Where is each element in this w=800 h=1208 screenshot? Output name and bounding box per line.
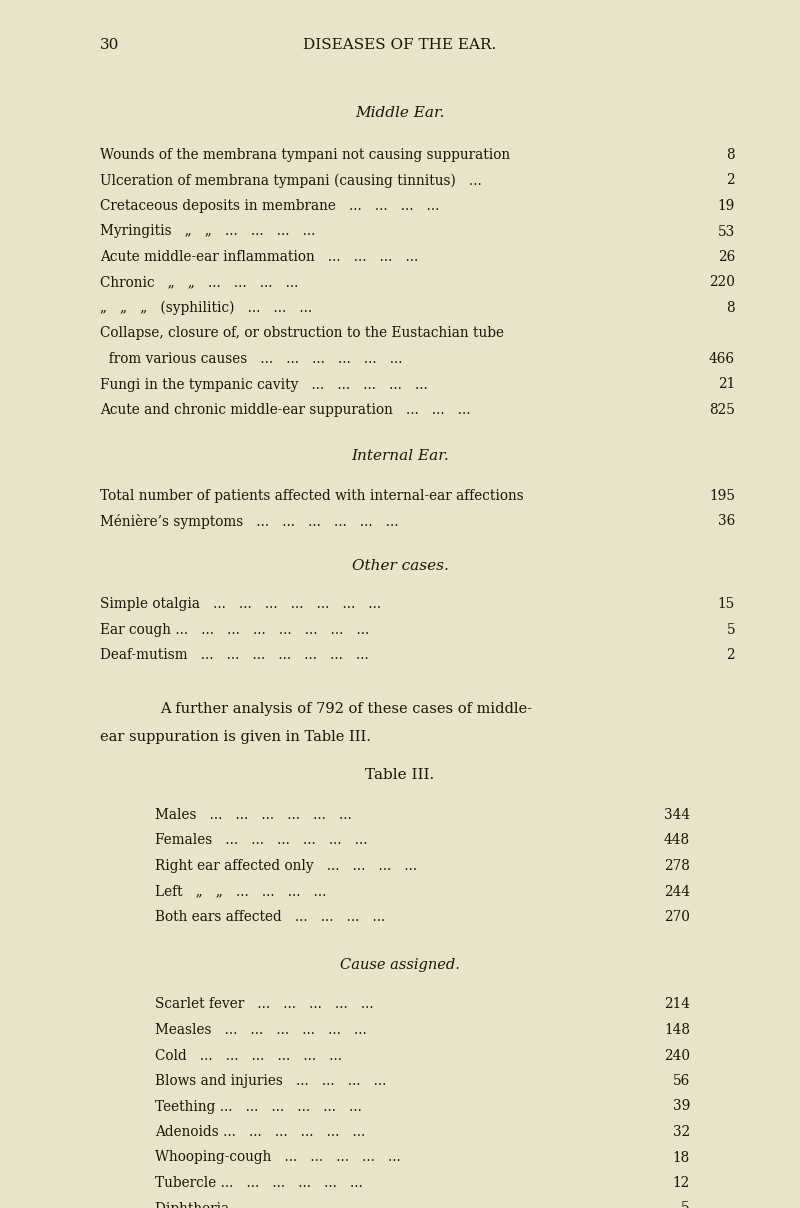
Text: Cold   ...   ...   ...   ...   ...   ...: Cold ... ... ... ... ... ... bbox=[155, 1049, 342, 1063]
Text: A further analysis of 792 of these cases of middle-: A further analysis of 792 of these cases… bbox=[160, 702, 532, 716]
Text: Whooping-cough   ...   ...   ...   ...   ...: Whooping-cough ... ... ... ... ... bbox=[155, 1150, 401, 1165]
Text: 214: 214 bbox=[664, 998, 690, 1011]
Text: Adenoids ...   ...   ...   ...   ...   ...: Adenoids ... ... ... ... ... ... bbox=[155, 1125, 366, 1139]
Text: 18: 18 bbox=[673, 1150, 690, 1165]
Text: Ménière’s symptoms   ...   ...   ...   ...   ...   ...: Ménière’s symptoms ... ... ... ... ... .… bbox=[100, 513, 398, 529]
Text: Right ear affected only   ...   ...   ...   ...: Right ear affected only ... ... ... ... bbox=[155, 859, 417, 873]
Text: 32: 32 bbox=[673, 1125, 690, 1139]
Text: 15: 15 bbox=[718, 598, 735, 611]
Text: Cretaceous deposits in membrane   ...   ...   ...   ...: Cretaceous deposits in membrane ... ... … bbox=[100, 199, 439, 213]
Text: 56: 56 bbox=[673, 1074, 690, 1088]
Text: „   „   „   (syphilitic)   ...   ...   ...: „ „ „ (syphilitic) ... ... ... bbox=[100, 301, 312, 315]
Text: Males   ...   ...   ...   ...   ...   ...: Males ... ... ... ... ... ... bbox=[155, 808, 352, 821]
Text: 344: 344 bbox=[664, 808, 690, 821]
Text: Cause assigned.: Cause assigned. bbox=[340, 958, 460, 971]
Text: Fungi in the tympanic cavity   ...   ...   ...   ...   ...: Fungi in the tympanic cavity ... ... ...… bbox=[100, 377, 428, 391]
Text: 148: 148 bbox=[664, 1023, 690, 1036]
Text: 26: 26 bbox=[718, 250, 735, 265]
Text: Total number of patients affected with internal-ear affections: Total number of patients affected with i… bbox=[100, 488, 524, 503]
Text: 270: 270 bbox=[664, 910, 690, 924]
Text: Diphtheria   ...   ...   ...   ...   ...: Diphtheria ... ... ... ... ... bbox=[155, 1202, 358, 1208]
Text: Teething ...   ...   ...   ...   ...   ...: Teething ... ... ... ... ... ... bbox=[155, 1099, 362, 1114]
Text: 8: 8 bbox=[726, 301, 735, 315]
Text: 2: 2 bbox=[726, 174, 735, 187]
Text: Other cases.: Other cases. bbox=[351, 559, 449, 574]
Text: Wounds of the membrana tympani not causing suppuration: Wounds of the membrana tympani not causi… bbox=[100, 149, 510, 162]
Text: 220: 220 bbox=[709, 275, 735, 290]
Text: Blows and injuries   ...   ...   ...   ...: Blows and injuries ... ... ... ... bbox=[155, 1074, 386, 1088]
Text: 448: 448 bbox=[664, 834, 690, 848]
Text: Both ears affected   ...   ...   ...   ...: Both ears affected ... ... ... ... bbox=[155, 910, 386, 924]
Text: Females   ...   ...   ...   ...   ...   ...: Females ... ... ... ... ... ... bbox=[155, 834, 367, 848]
Text: DISEASES OF THE EAR.: DISEASES OF THE EAR. bbox=[303, 37, 497, 52]
Text: 5: 5 bbox=[682, 1202, 690, 1208]
Text: Ulceration of membrana tympani (causing tinnitus)   ...: Ulceration of membrana tympani (causing … bbox=[100, 174, 482, 188]
Text: 2: 2 bbox=[726, 649, 735, 662]
Text: Chronic   „   „   ...   ...   ...   ...: Chronic „ „ ... ... ... ... bbox=[100, 275, 298, 290]
Text: 8: 8 bbox=[726, 149, 735, 162]
Text: 278: 278 bbox=[664, 859, 690, 873]
Text: from various causes   ...   ...   ...   ...   ...   ...: from various causes ... ... ... ... ... … bbox=[100, 352, 402, 366]
Text: 39: 39 bbox=[673, 1099, 690, 1114]
Text: Scarlet fever   ...   ...   ...   ...   ...: Scarlet fever ... ... ... ... ... bbox=[155, 998, 374, 1011]
Text: Deaf-mutism   ...   ...   ...   ...   ...   ...   ...: Deaf-mutism ... ... ... ... ... ... ... bbox=[100, 649, 369, 662]
Text: 21: 21 bbox=[718, 377, 735, 391]
Text: 244: 244 bbox=[664, 884, 690, 899]
Text: 5: 5 bbox=[726, 623, 735, 637]
Text: ear suppuration is given in Table III.: ear suppuration is given in Table III. bbox=[100, 730, 371, 744]
Text: Table III.: Table III. bbox=[366, 768, 434, 782]
Text: Left   „   „   ...   ...   ...   ...: Left „ „ ... ... ... ... bbox=[155, 884, 326, 899]
Text: 195: 195 bbox=[709, 488, 735, 503]
Text: Simple otalgia   ...   ...   ...   ...   ...   ...   ...: Simple otalgia ... ... ... ... ... ... .… bbox=[100, 598, 381, 611]
Text: 30: 30 bbox=[100, 37, 119, 52]
Text: Ear cough ...   ...   ...   ...   ...   ...   ...   ...: Ear cough ... ... ... ... ... ... ... ..… bbox=[100, 623, 370, 637]
Text: Acute and chronic middle-ear suppuration   ...   ...   ...: Acute and chronic middle-ear suppuration… bbox=[100, 403, 470, 417]
Text: 240: 240 bbox=[664, 1049, 690, 1063]
Text: Acute middle-ear inflammation   ...   ...   ...   ...: Acute middle-ear inflammation ... ... ..… bbox=[100, 250, 418, 265]
Text: Myringitis   „   „   ...   ...   ...   ...: Myringitis „ „ ... ... ... ... bbox=[100, 225, 315, 238]
Text: Tubercle ...   ...   ...   ...   ...   ...: Tubercle ... ... ... ... ... ... bbox=[155, 1177, 362, 1190]
Text: 12: 12 bbox=[673, 1177, 690, 1190]
Text: 53: 53 bbox=[718, 225, 735, 238]
Text: 36: 36 bbox=[718, 513, 735, 528]
Text: Measles   ...   ...   ...   ...   ...   ...: Measles ... ... ... ... ... ... bbox=[155, 1023, 366, 1036]
Text: 19: 19 bbox=[718, 199, 735, 213]
Text: Collapse, closure of, or obstruction to the Eustachian tube: Collapse, closure of, or obstruction to … bbox=[100, 326, 504, 341]
Text: 825: 825 bbox=[709, 403, 735, 417]
Text: Internal Ear.: Internal Ear. bbox=[351, 448, 449, 463]
Text: 466: 466 bbox=[709, 352, 735, 366]
Text: Middle Ear.: Middle Ear. bbox=[355, 106, 445, 120]
